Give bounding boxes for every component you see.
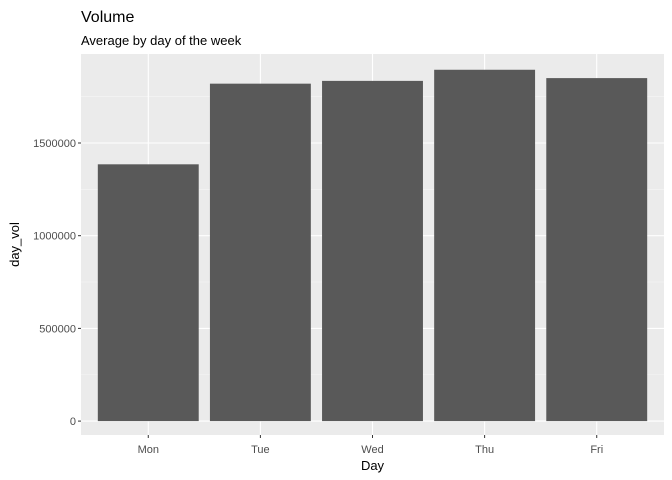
- y-tick-label: 500000: [39, 323, 76, 335]
- y-tick-label: 0: [70, 416, 76, 428]
- x-tick-label: Mon: [138, 444, 159, 456]
- bar-mon: [97, 164, 199, 422]
- x-tick-label: Tue: [251, 444, 270, 456]
- bars: [97, 69, 648, 422]
- y-tick-label: 1500000: [33, 138, 76, 150]
- bar-tue: [209, 83, 311, 422]
- x-tick-label: Wed: [361, 444, 383, 456]
- y-tick-label: 1000000: [33, 231, 76, 243]
- chart-title: Volume: [81, 9, 134, 26]
- bar-wed: [322, 80, 423, 422]
- x-tick-label: Fri: [590, 444, 603, 456]
- bar-fri: [546, 78, 648, 422]
- chart-subtitle: Average by day of the week: [81, 33, 242, 48]
- y-axis-title: day_vol: [7, 222, 22, 267]
- x-axis-ticks: Mon Tue Wed Thu Fri: [138, 435, 603, 456]
- x-tick-label: Thu: [475, 444, 494, 456]
- bar-thu: [434, 69, 536, 422]
- y-axis-ticks: 0 500000 1000000 1500000: [33, 138, 81, 428]
- x-axis-title: Day: [361, 458, 385, 473]
